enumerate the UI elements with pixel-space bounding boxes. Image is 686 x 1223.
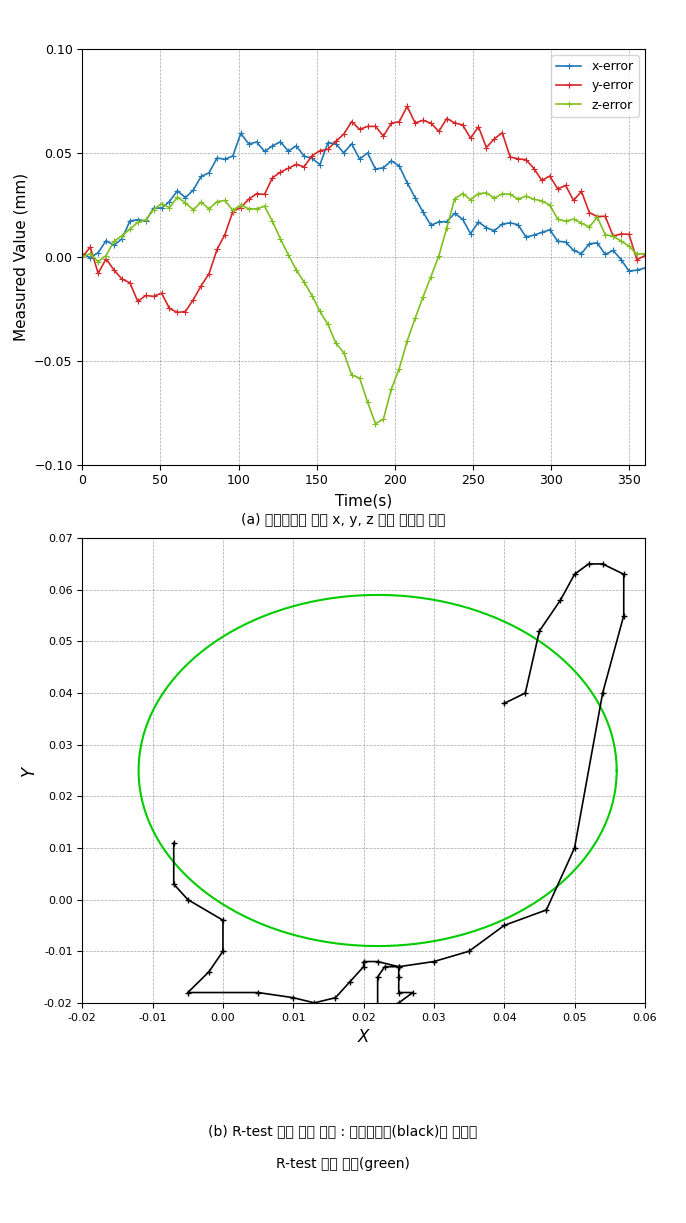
Legend: x-error, y-error, z-error: x-error, y-error, z-error: [552, 55, 639, 116]
X-axis label: X: X: [358, 1029, 369, 1046]
Text: (a) 회전각도에 따른 x, y, z 방향 측정기 출력: (a) 회전각도에 따른 x, y, z 방향 측정기 출력: [241, 512, 445, 527]
z-error: [609, 229, 617, 243]
Line: x-error: x-error: [80, 131, 648, 274]
y-error: [276, 165, 285, 180]
Y-axis label: Measured Value (mm): Measured Value (mm): [14, 172, 29, 341]
z-error: [157, 197, 165, 212]
z-error: [371, 416, 379, 430]
x-error: [157, 201, 165, 215]
Line: z-error: z-error: [80, 190, 648, 427]
z-error: [442, 220, 451, 235]
z-error: [482, 186, 490, 201]
Line: y-error: y-error: [80, 104, 648, 316]
X-axis label: Time(s): Time(s): [335, 493, 392, 508]
y-error: [451, 115, 459, 130]
x-error: [625, 264, 633, 279]
x-error: [601, 247, 609, 262]
Text: R-test 분석 결과(green): R-test 분석 결과(green): [276, 1157, 410, 1172]
x-error: [78, 246, 86, 260]
z-error: [641, 246, 649, 260]
y-error: [641, 248, 649, 263]
y-error: [411, 116, 419, 131]
x-error: [276, 135, 285, 149]
z-error: [403, 334, 412, 349]
y-error: [78, 249, 86, 264]
x-error: [237, 126, 245, 141]
y-error: [403, 99, 412, 114]
y-error: [157, 286, 165, 301]
Text: (b) R-test 측정 분석 결과 : 실험데이터(black)를 이용한: (b) R-test 측정 분석 결과 : 실험데이터(black)를 이용한: [209, 1124, 477, 1139]
z-error: [466, 192, 475, 207]
x-error: [403, 175, 412, 190]
z-error: [268, 214, 276, 229]
Y-axis label: Y: Y: [21, 766, 38, 775]
z-error: [78, 249, 86, 264]
x-error: [466, 226, 475, 241]
x-error: [641, 260, 649, 275]
y-error: [174, 305, 182, 319]
y-error: [474, 120, 482, 135]
x-error: [442, 214, 451, 229]
y-error: [609, 229, 617, 243]
